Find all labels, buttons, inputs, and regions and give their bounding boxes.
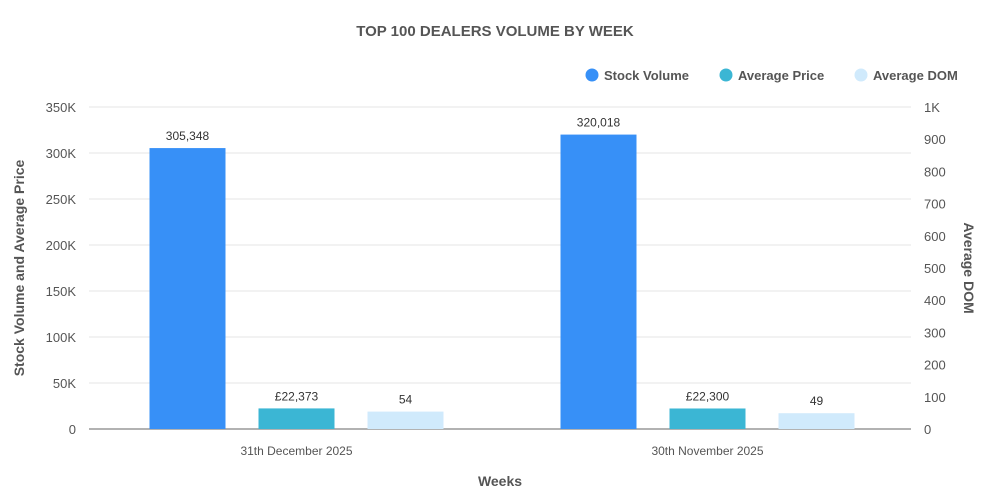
- legend-label: Average Price: [738, 68, 824, 83]
- legend-marker: [585, 68, 599, 82]
- y-tick-label: 300K: [46, 146, 77, 161]
- bar: [560, 134, 637, 429]
- data-label: 54: [399, 393, 413, 407]
- data-label: £22,373: [275, 389, 319, 403]
- y2-tick-label: 100: [924, 390, 946, 405]
- y-tick-label: 250K: [46, 192, 77, 207]
- y2-tick-label: 300: [924, 325, 946, 340]
- bars: 305,348 £22,373 54 320,018 £22,300 49: [149, 116, 855, 429]
- data-label: 305,348: [166, 129, 210, 143]
- y2-tick-label: 800: [924, 164, 946, 179]
- legend-marker: [854, 68, 868, 82]
- y2-tick-label: 1K: [924, 100, 940, 115]
- bar: [149, 148, 226, 429]
- y-tick-label: 100K: [46, 330, 77, 345]
- y2-tick-label: 900: [924, 132, 946, 147]
- y2-axis-title: Average DOM: [961, 222, 977, 313]
- y-tick-label: 0: [69, 422, 76, 437]
- chart-title: TOP 100 DEALERS VOLUME BY WEEK: [356, 23, 634, 40]
- legend-label: Stock Volume: [604, 68, 689, 83]
- grid: [89, 106, 911, 430]
- y2-tick-label: 600: [924, 229, 946, 244]
- y-axis-title: Stock Volume and Average Price: [11, 160, 27, 377]
- y2-tick-label: 200: [924, 358, 946, 373]
- y-axis-right: 0 100 200 300 400 500 600 700 800 900 1K: [924, 100, 946, 437]
- legend-label: Average DOM: [873, 68, 958, 83]
- y-tick-label: 350K: [46, 100, 77, 115]
- y2-tick-label: 0: [924, 422, 931, 437]
- bar: [778, 413, 855, 429]
- y-tick-label: 150K: [46, 284, 77, 299]
- bar: [367, 411, 444, 429]
- legend: Stock Volume Average Price Average DOM: [585, 68, 958, 83]
- bar: [258, 408, 335, 429]
- legend-marker: [719, 68, 733, 82]
- data-label: £22,300: [686, 389, 730, 403]
- y-tick-label: 200K: [46, 238, 77, 253]
- x-axis-title: Weeks: [478, 473, 522, 489]
- y2-tick-label: 700: [924, 197, 946, 212]
- x-tick-label: 31th December 2025: [240, 444, 352, 458]
- y2-tick-label: 400: [924, 293, 946, 308]
- bar: [669, 408, 746, 429]
- y-axis-left: 0 50K 100K 150K 200K 250K 300K 350K: [46, 100, 77, 437]
- y2-tick-label: 500: [924, 261, 946, 276]
- data-label: 49: [810, 394, 824, 408]
- y-tick-label: 50K: [53, 376, 76, 391]
- x-tick-label: 30th November 2025: [651, 444, 763, 458]
- x-axis: 31th December 2025 30th November 2025: [240, 444, 763, 458]
- data-label: 320,018: [577, 116, 621, 130]
